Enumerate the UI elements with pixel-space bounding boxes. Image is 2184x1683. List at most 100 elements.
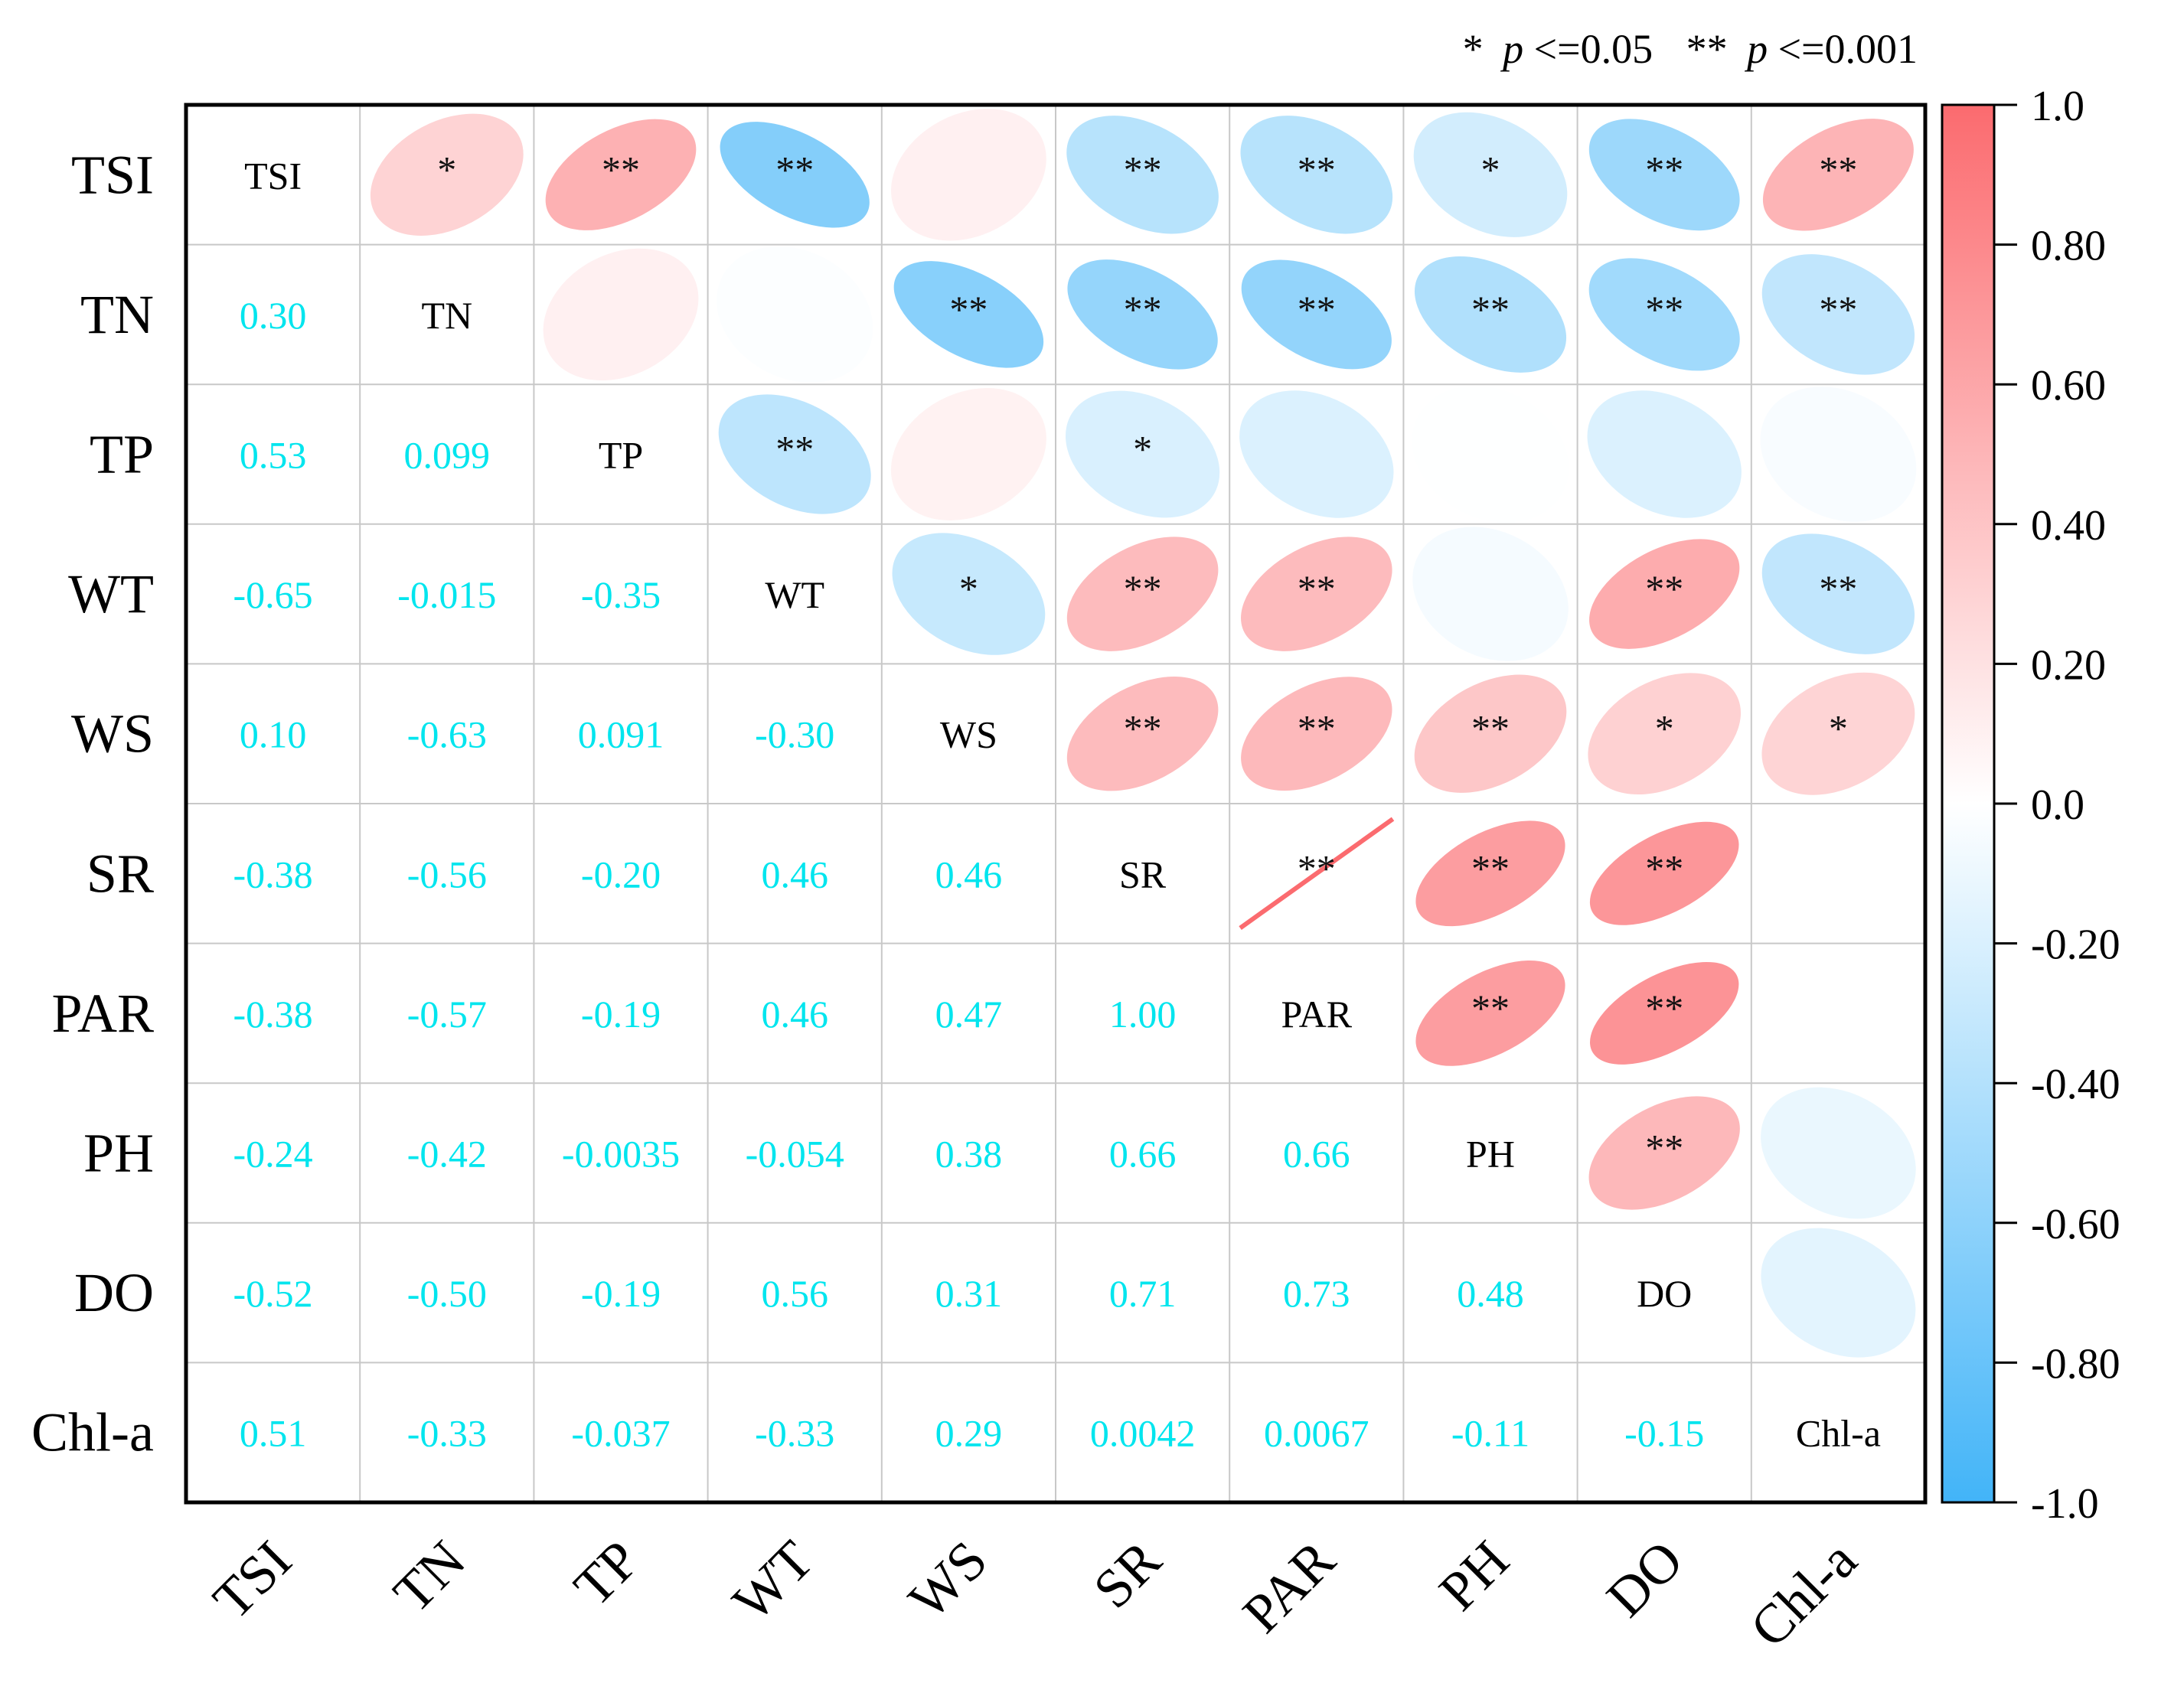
value-label-PH-WT: -0.054 — [746, 1133, 844, 1176]
significance-mark-TSI-PAR: ** — [1298, 148, 1336, 191]
legend-single-threshold: <=0.05 — [1534, 26, 1653, 72]
colorbar-tick-label: -0.80 — [2031, 1340, 2120, 1388]
value-label-Chl-a-SR: 0.0042 — [1090, 1412, 1196, 1455]
ellipse-WS-DO — [1588, 673, 1741, 795]
y-tick-Chl-a: Chl-a — [31, 1402, 154, 1463]
significance-mark-PH-DO: ** — [1645, 1127, 1683, 1169]
ellipse-TN-TP — [543, 248, 699, 381]
ellipse-TN-WS — [893, 261, 1044, 368]
diagonal-label-PAR: PAR — [1281, 993, 1352, 1036]
value-label-PH-TN: -0.42 — [407, 1133, 487, 1176]
y-tick-PAR: PAR — [52, 983, 154, 1044]
y-tick-TP: TP — [90, 424, 154, 485]
ellipse-SR-DO — [1589, 821, 1739, 925]
value-label-SR-TP: -0.20 — [581, 853, 661, 895]
ellipse-TN-SR — [1067, 259, 1218, 370]
diagonal-label-WS: WS — [940, 713, 997, 756]
significance-mark-TSI-Chl-a: ** — [1819, 148, 1857, 191]
ellipse-TSI-Chl-a — [1762, 119, 1914, 231]
x-tick-TN: TN — [382, 1529, 477, 1624]
value-label-WS-WT: -0.30 — [755, 713, 834, 756]
diagonal-label-WT: WT — [765, 573, 824, 616]
legend-double-threshold: <=0.001 — [1778, 26, 1918, 72]
matrix-grid — [184, 103, 1928, 1505]
value-label-DO-TN: -0.50 — [407, 1272, 487, 1315]
value-label-PH-SR: 0.66 — [1109, 1133, 1177, 1176]
colorbar-tick-label: -0.60 — [2031, 1201, 2120, 1248]
x-tick-DO: DO — [1595, 1529, 1694, 1629]
significance-marks: * ** ** ** ** * ** **** ** ** ** ** **** ** ** ** ** ****… — [437, 148, 1857, 1169]
colorbar-tick-label: -0.20 — [2031, 921, 2120, 969]
significance-mark-TN-SR: ** — [1124, 288, 1162, 331]
value-label-TP-TN: 0.099 — [404, 434, 491, 477]
colorbar-tick-label: 0.80 — [2031, 223, 2106, 270]
value-label-DO-WT: 0.56 — [761, 1272, 828, 1315]
ellipse-TSI-PAR — [1240, 116, 1393, 234]
value-label-WT-TSI: -0.65 — [233, 573, 313, 616]
x-tick-TP: TP — [562, 1529, 651, 1618]
value-label-WS-TN: -0.63 — [407, 713, 487, 756]
svg-text:* p <=0.05 *: * p <=0.05 ** p <=0.001 — [1463, 26, 1918, 72]
x-tick-PH: PH — [1428, 1529, 1521, 1623]
significance-mark-TSI-TN: * — [437, 148, 456, 191]
ellipse-WT-PH — [1412, 527, 1569, 661]
significance-mark-WT-WS: * — [959, 567, 978, 610]
ellipse-TP-PH — [1412, 386, 1569, 523]
value-label-SR-TSI: -0.38 — [233, 853, 313, 895]
significance-mark-TP-WT: ** — [775, 428, 814, 471]
ellipse-PAR-DO — [1590, 961, 1739, 1065]
value-label-Chl-a-TN: -0.33 — [407, 1412, 487, 1455]
value-label-Chl-a-PH: -0.11 — [1451, 1412, 1529, 1455]
ellipse-PAR-Chl-a — [1760, 944, 1917, 1082]
y-tick-TN: TN — [80, 284, 154, 345]
ellipse-WS-SR — [1066, 676, 1219, 791]
value-label-PH-PAR: 0.66 — [1283, 1133, 1350, 1176]
diagonal-labels: TSI TN TP WT WS SR PAR PH DO Chl-a — [244, 154, 1881, 1454]
ellipse-PH-DO — [1588, 1096, 1740, 1210]
legend-single-star: * — [1463, 26, 1484, 72]
value-label-WT-TP: -0.35 — [581, 573, 661, 616]
colorbar-tick-label: 0.20 — [2031, 641, 2106, 689]
significance-mark-TN-PAR: ** — [1298, 288, 1336, 331]
x-tick-Chl-a: Chl-a — [1738, 1529, 1869, 1659]
ellipse-TP-Chl-a — [1760, 387, 1917, 522]
x-tick-TSI: TSI — [201, 1529, 303, 1631]
value-label-Chl-a-WS: 0.29 — [935, 1412, 1003, 1455]
significance-mark-TN-WS: ** — [949, 288, 988, 331]
ellipse-TN-PAR — [1241, 259, 1392, 370]
value-label-DO-WS: 0.31 — [935, 1272, 1003, 1315]
y-tick-WS: WS — [71, 703, 154, 765]
legend-double-star: ** — [1686, 26, 1728, 72]
x-tick-SR: SR — [1082, 1529, 1173, 1620]
y-tick-PH: PH — [83, 1123, 154, 1184]
colorbar-tick-label: -1.0 — [2031, 1480, 2099, 1528]
diagonal-label-TSI: TSI — [244, 154, 302, 197]
ellipse-TSI-WT — [720, 122, 870, 228]
significance-mark-WS-SR: ** — [1124, 707, 1162, 750]
y-tick-WT: WT — [68, 563, 154, 625]
value-label-Chl-a-WT: -0.33 — [755, 1412, 834, 1455]
ellipse-TSI-WS — [891, 109, 1046, 241]
value-label-PAR-TN: -0.57 — [407, 993, 487, 1036]
ellipse-PAR-PH — [1415, 961, 1565, 1066]
value-label-Chl-a-DO: -0.15 — [1624, 1412, 1704, 1455]
value-label-Chl-a-TP: -0.037 — [571, 1412, 670, 1455]
ellipse-TN-DO — [1588, 258, 1740, 371]
value-label-SR-WS: 0.46 — [935, 853, 1003, 895]
y-tick-TSI: TSI — [71, 144, 154, 205]
ellipse-PH-Chl-a — [1761, 1087, 1916, 1219]
significance-mark-TN-DO: ** — [1645, 288, 1683, 331]
legend-double-p: p — [1744, 26, 1768, 72]
ellipse-TSI-PH — [1413, 112, 1568, 237]
diagonal-label-DO: DO — [1637, 1272, 1692, 1315]
colorbar-tick-label: 0.0 — [2031, 781, 2084, 829]
legend-single-p: p — [1500, 26, 1523, 72]
value-label-PH-WS: 0.38 — [935, 1133, 1003, 1176]
significance-mark-SR-PAR: ** — [1298, 846, 1336, 889]
significance-mark-PAR-PH: ** — [1471, 987, 1510, 1029]
diagonal-label-PH: PH — [1466, 1133, 1515, 1176]
ellipse-TSI-TN — [370, 113, 524, 236]
ellipse-TN-PH — [1414, 256, 1567, 373]
lower-value-labels: 0.30 0.53 0.099 -0.65 -0.015 -0.35 0.10 -0.63 0.… — [233, 294, 1705, 1455]
